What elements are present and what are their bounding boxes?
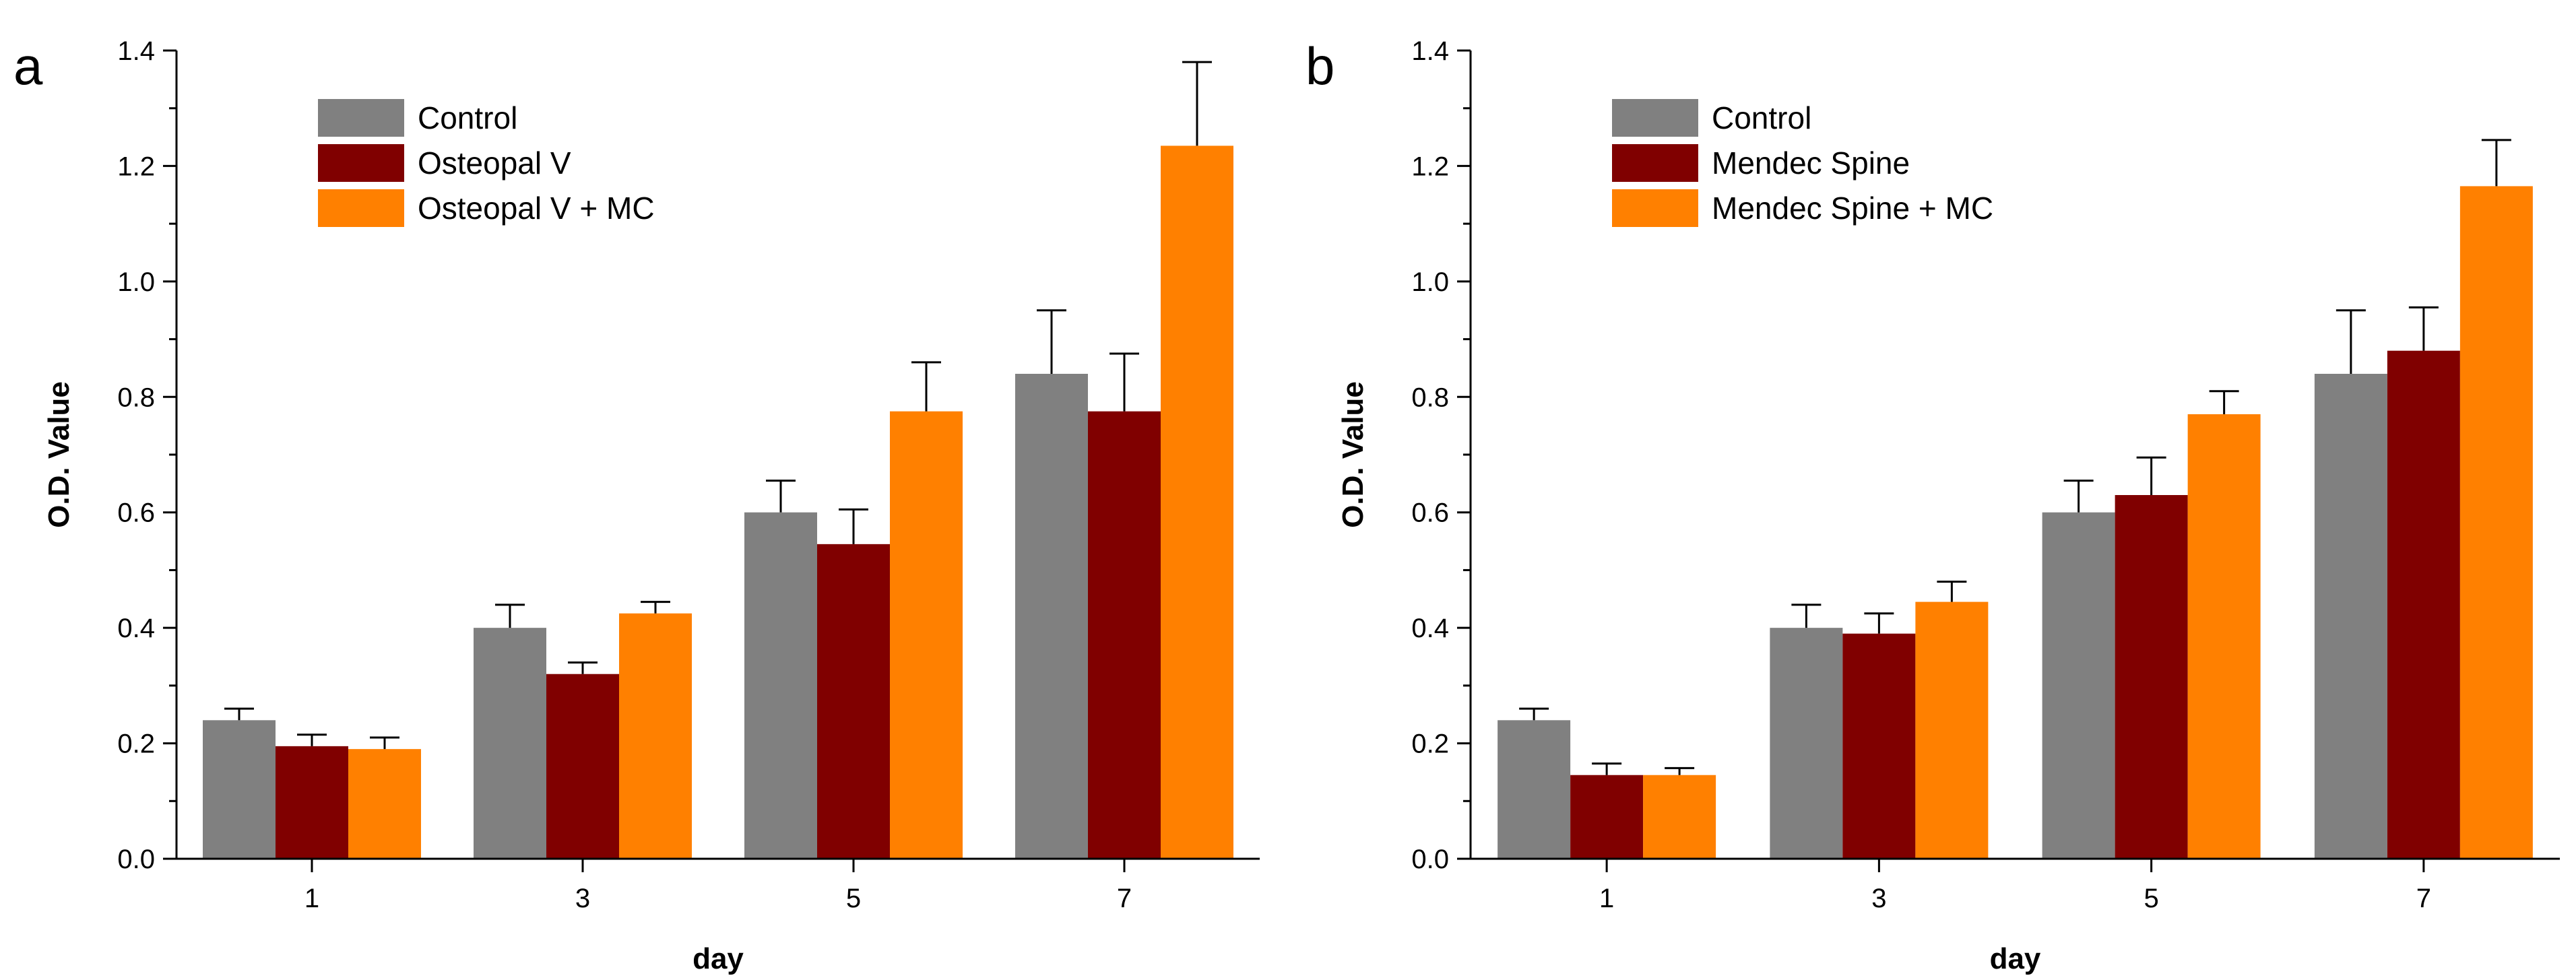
bar [1498, 720, 1571, 859]
bar [546, 674, 619, 859]
legend-swatch [1612, 189, 1698, 227]
y-axis-title: O.D. Value [42, 381, 75, 528]
y-tick-label: 0.2 [1411, 729, 1449, 759]
x-tick-label: 7 [1117, 884, 1132, 913]
x-tick-label: 5 [846, 884, 861, 913]
y-tick-label: 0.0 [1411, 845, 1449, 874]
y-tick-label: 0.6 [117, 498, 155, 528]
y-axis-title: O.D. Value [1337, 381, 1370, 528]
legend-swatch [318, 189, 404, 227]
legend-swatch [1612, 144, 1698, 182]
bar [1015, 374, 1088, 859]
x-tick-label: 7 [2416, 884, 2431, 913]
legend-swatch [1612, 99, 1698, 137]
y-tick-label: 0.8 [117, 383, 155, 412]
legend-label: Control [1712, 100, 1811, 135]
y-tick-label: 0.8 [1411, 383, 1449, 412]
legend-label: Osteopal V + MC [418, 191, 655, 226]
y-tick-label: 1.2 [1411, 152, 1449, 181]
y-tick-label: 1.4 [117, 36, 155, 66]
bar [890, 411, 963, 859]
bar [2187, 414, 2261, 859]
x-axis-title: day [1990, 942, 2041, 975]
chart-panel-b: b 0.0 0.2 0.4 0.6 0.8 1.0 1.2 1.4 1 3 5 7 day O.D. Val… [1306, 36, 2560, 975]
legend-swatch [318, 99, 404, 137]
bar [276, 746, 348, 859]
bar [1570, 775, 1644, 859]
bar [2314, 374, 2387, 859]
y-tick-label: 1.2 [117, 152, 155, 181]
bar [2042, 512, 2115, 859]
bar [744, 512, 817, 859]
y-tick-label: 0.2 [117, 729, 155, 759]
y-tick-label: 0.6 [1411, 498, 1449, 528]
legend-label: Osteopal V [418, 145, 571, 181]
bar [1770, 628, 1843, 859]
legend-swatch [318, 144, 404, 182]
panel-letter: a [13, 36, 43, 96]
x-tick-label: 1 [1599, 884, 1614, 913]
legend-label: Control [418, 100, 517, 135]
bar [1643, 775, 1716, 859]
chart-panel-a: a 0.0 0.2 0.4 0.6 0.8 1.0 1.2 1.4 1 3 5 7 day O.D. Val… [13, 36, 1260, 975]
legend-label: Mendec Spine [1712, 145, 1910, 181]
y-tick-label: 0.0 [117, 845, 155, 874]
bar [1088, 411, 1161, 859]
y-tick-label: 1.0 [1411, 267, 1449, 297]
bar [817, 544, 890, 859]
x-tick-label: 1 [304, 884, 319, 913]
bar [619, 613, 692, 859]
x-tick-label: 3 [1871, 884, 1886, 913]
bar [203, 720, 276, 859]
bar [348, 749, 421, 859]
y-tick-label: 1.4 [1411, 36, 1449, 66]
y-tick-label: 1.0 [117, 267, 155, 297]
x-tick-label: 5 [2144, 884, 2159, 913]
x-axis-title: day [693, 942, 744, 975]
x-tick-label: 3 [575, 884, 590, 913]
legend-label: Mendec Spine + MC [1712, 191, 1993, 226]
bar [2459, 186, 2533, 859]
bar [2115, 495, 2188, 859]
y-tick-label: 0.4 [1411, 614, 1449, 643]
panel-letter: b [1306, 36, 1334, 96]
bar [1915, 601, 1989, 859]
y-tick-label: 0.4 [117, 614, 155, 643]
bar [1161, 145, 1233, 859]
bar [2387, 350, 2460, 859]
bar [1842, 633, 1916, 859]
bar [474, 628, 546, 859]
